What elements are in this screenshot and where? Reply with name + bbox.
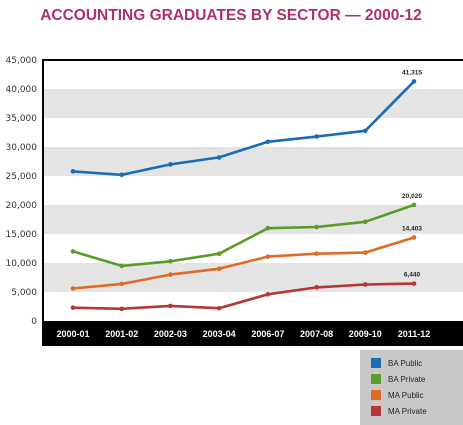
legend: BA Public BA Private MA Public MA Private <box>360 350 463 425</box>
data-point <box>70 169 76 174</box>
x-tick-label: 2000-01 <box>56 329 89 339</box>
data-point <box>119 281 125 287</box>
y-tick-label: 15,000 <box>6 230 38 240</box>
data-point <box>314 134 319 139</box>
data-label: 6,440 <box>404 272 421 279</box>
x-tick-label: 2003-04 <box>203 329 236 339</box>
data-point <box>265 139 271 145</box>
data-point <box>362 282 368 287</box>
data-point <box>216 305 222 311</box>
data-point <box>411 281 417 286</box>
data-point <box>168 162 173 167</box>
data-point <box>411 235 417 240</box>
legend-label: MA Public <box>388 391 424 400</box>
data-point <box>314 285 319 290</box>
x-tick-label: 2007-08 <box>300 329 333 339</box>
legend-swatch <box>371 358 381 368</box>
data-point <box>119 263 125 269</box>
data-point <box>265 254 271 259</box>
legend-label: BA Private <box>388 375 426 384</box>
y-tick-label: 45,000 <box>6 56 38 66</box>
y-tick-label: 0 <box>31 317 37 327</box>
x-axis-bar <box>43 321 463 345</box>
series-line <box>72 282 415 311</box>
data-point <box>265 225 271 231</box>
data-point <box>70 249 76 254</box>
data-point <box>119 172 125 178</box>
x-tick-label: 2009-10 <box>349 329 382 339</box>
y-tick-label: 40,000 <box>6 85 38 95</box>
grid-band <box>44 205 463 234</box>
series-line <box>72 203 415 268</box>
data-point <box>411 202 417 208</box>
legend-swatch <box>371 406 381 416</box>
data-point <box>216 155 222 160</box>
data-point <box>119 306 125 312</box>
y-tick-label: 25,000 <box>6 172 38 182</box>
chart-title: ACCOUNTING GRADUATES BY SECTOR — 2000-12 <box>40 7 422 24</box>
x-tick-label: 2001-02 <box>105 329 138 339</box>
grid-band <box>44 147 463 176</box>
series-group: 41,315 20,020 14,403 6,440 <box>70 69 422 312</box>
data-label: 20,020 <box>402 193 422 200</box>
series-line <box>72 80 415 177</box>
grid-band <box>44 89 463 118</box>
x-tick-label: 2011-12 <box>398 329 431 339</box>
y-axis-ticks: 0 5,000 10,000 15,000 20,000 25,000 30,000 35,0… <box>6 56 38 327</box>
data-label: 41,315 <box>402 69 422 76</box>
series-line <box>72 236 415 290</box>
y-tick-label: 35,000 <box>6 114 38 124</box>
y-tick-label: 20,000 <box>6 201 38 211</box>
data-point <box>411 79 417 84</box>
data-point <box>362 250 368 255</box>
legend-swatch <box>371 390 381 400</box>
data-point <box>362 219 368 225</box>
y-tick-label: 5,000 <box>11 288 37 298</box>
data-point <box>168 258 173 264</box>
data-point <box>265 292 271 297</box>
data-point <box>168 303 173 309</box>
y-tick-label: 10,000 <box>6 259 38 269</box>
data-point <box>70 305 76 310</box>
legend-label: BA Public <box>388 359 422 368</box>
x-tick-label: 2006-07 <box>251 329 284 339</box>
data-point <box>168 272 173 277</box>
data-point <box>362 128 368 134</box>
data-point <box>314 224 319 230</box>
y-tick-label: 30,000 <box>6 143 38 153</box>
data-point <box>314 251 319 257</box>
legend-swatch <box>371 374 381 384</box>
legend-label: MA Private <box>388 407 427 416</box>
x-tick-label: 2002-03 <box>154 329 187 339</box>
data-point <box>216 266 222 272</box>
x-axis-ticks: 2000-01 2001-02 2002-03 2003-04 2006-07 2007-… <box>56 329 430 339</box>
data-label: 14,403 <box>402 225 422 232</box>
data-point <box>70 286 76 291</box>
data-point <box>216 251 222 257</box>
grid-band <box>44 263 463 292</box>
